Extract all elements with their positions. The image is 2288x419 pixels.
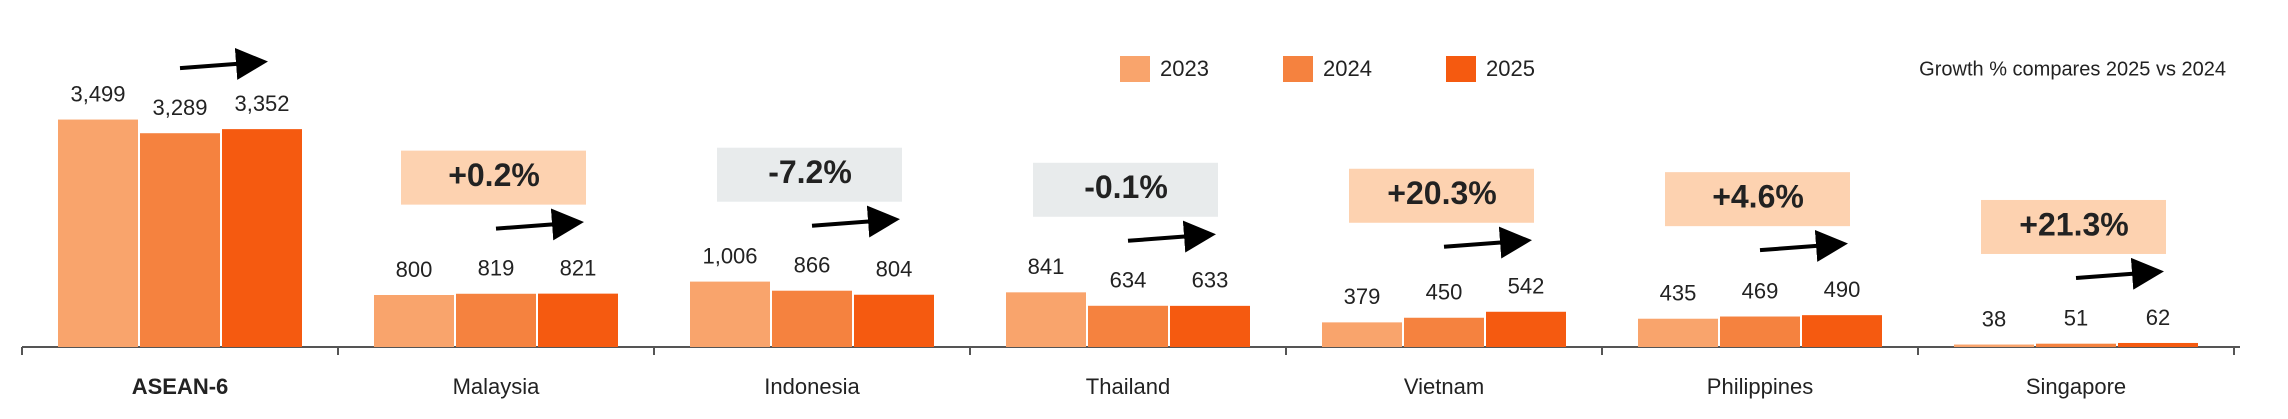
bar bbox=[456, 293, 536, 347]
bar bbox=[538, 293, 618, 347]
bar bbox=[1404, 317, 1484, 347]
value-label: 379 bbox=[1344, 284, 1381, 309]
value-label: 62 bbox=[2146, 305, 2170, 330]
bar bbox=[1322, 322, 1402, 347]
x-tick-label: Thailand bbox=[1086, 374, 1170, 399]
legend-swatch bbox=[1120, 56, 1150, 82]
bar bbox=[1486, 311, 1566, 347]
legend-label: 2023 bbox=[1160, 56, 1209, 81]
bar bbox=[1170, 305, 1250, 347]
value-label: 450 bbox=[1426, 280, 1463, 305]
legend-swatch bbox=[1283, 56, 1313, 82]
x-tick-label: Malaysia bbox=[453, 374, 541, 399]
value-label: 3,352 bbox=[234, 91, 289, 116]
value-label: 804 bbox=[876, 257, 913, 282]
bar bbox=[690, 281, 770, 347]
value-label: 866 bbox=[794, 253, 831, 278]
value-label: 51 bbox=[2064, 305, 2088, 330]
bar bbox=[1802, 315, 1882, 347]
x-tick-label: Philippines bbox=[1707, 374, 1813, 399]
value-label: 490 bbox=[1824, 277, 1861, 302]
bar bbox=[1638, 318, 1718, 347]
trend-arrow bbox=[1127, 220, 1216, 253]
value-label: 633 bbox=[1192, 268, 1229, 293]
trend-arrow bbox=[2075, 257, 2164, 290]
growth-badge bbox=[1349, 168, 1534, 223]
growth-badge bbox=[1981, 199, 2166, 254]
value-label: 38 bbox=[1982, 306, 2006, 331]
bar bbox=[1954, 344, 2034, 347]
legend-swatch bbox=[1446, 56, 1476, 82]
bar bbox=[140, 133, 220, 347]
bar bbox=[1006, 292, 1086, 347]
bar bbox=[2036, 343, 2116, 347]
trend-arrow bbox=[1759, 229, 1848, 262]
value-label: 821 bbox=[560, 255, 597, 280]
trend-arrow bbox=[179, 47, 268, 80]
x-tick-label: ASEAN-6 bbox=[132, 374, 229, 399]
trend-arrow bbox=[811, 205, 900, 238]
growth-label: +21.3% bbox=[2019, 206, 2128, 242]
value-label: 469 bbox=[1742, 278, 1779, 303]
value-label: 800 bbox=[396, 257, 433, 282]
bar bbox=[854, 294, 934, 347]
growth-label: +20.3% bbox=[1387, 175, 1496, 211]
legend-label: 2025 bbox=[1486, 56, 1535, 81]
bar bbox=[374, 295, 454, 347]
x-tick-label: Indonesia bbox=[764, 374, 860, 399]
bar bbox=[2118, 342, 2198, 347]
growth-label: -7.2% bbox=[768, 154, 852, 190]
growth-label: +4.6% bbox=[1712, 179, 1804, 215]
growth-badge bbox=[1665, 172, 1850, 227]
bar bbox=[1088, 305, 1168, 347]
growth-note: Growth % compares 2025 vs 2024 bbox=[1919, 58, 2226, 80]
legend-label: 2024 bbox=[1323, 56, 1372, 81]
x-tick-label: Vietnam bbox=[1404, 374, 1484, 399]
trend-arrow bbox=[495, 208, 584, 241]
value-label: 3,499 bbox=[70, 81, 125, 106]
trend-arrow bbox=[1443, 226, 1532, 259]
growth-badge bbox=[1033, 162, 1218, 217]
bar bbox=[1720, 316, 1800, 347]
value-label: 634 bbox=[1110, 268, 1147, 293]
growth-badge bbox=[717, 147, 902, 202]
value-label: 841 bbox=[1028, 254, 1065, 279]
x-tick-label: Singapore bbox=[2026, 374, 2126, 399]
value-label: 3,289 bbox=[152, 95, 207, 120]
growth-badge bbox=[401, 150, 586, 205]
growth-label: +0.2% bbox=[448, 157, 540, 193]
value-label: 1,006 bbox=[702, 243, 757, 268]
growth-label: -0.1% bbox=[1084, 169, 1168, 205]
bar bbox=[222, 129, 302, 347]
value-label: 542 bbox=[1508, 274, 1545, 299]
bar bbox=[772, 290, 852, 347]
value-label: 819 bbox=[478, 256, 515, 281]
bar bbox=[58, 119, 138, 347]
value-label: 435 bbox=[1660, 281, 1697, 306]
